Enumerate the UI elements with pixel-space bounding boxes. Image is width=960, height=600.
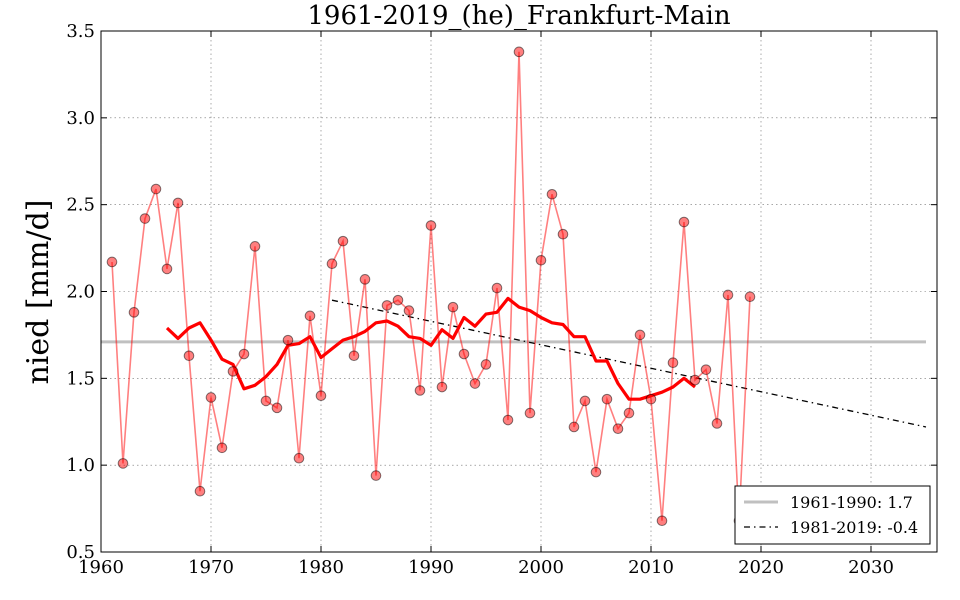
data-point bbox=[293, 452, 305, 464]
data-point bbox=[172, 197, 184, 209]
data-point bbox=[590, 466, 602, 478]
data-point bbox=[348, 350, 360, 362]
data-point bbox=[117, 458, 129, 469]
data-point bbox=[260, 395, 272, 407]
data-point bbox=[403, 305, 415, 316]
data-point bbox=[205, 392, 217, 403]
data-point bbox=[282, 334, 294, 346]
legend-label-trend: 1981-2019: -0.4 bbox=[790, 518, 918, 537]
data-point bbox=[480, 359, 492, 370]
y-tick-label: 3.0 bbox=[66, 108, 95, 129]
data-point bbox=[370, 470, 382, 481]
legend: 1961-1990: 1.7 1981-2019: -0.4 bbox=[734, 485, 931, 545]
data-point bbox=[645, 393, 657, 405]
x-tick-label: 1980 bbox=[298, 557, 344, 578]
data-point bbox=[359, 274, 371, 285]
running-mean-line bbox=[165, 296, 696, 401]
data-point bbox=[612, 423, 624, 434]
data-point bbox=[227, 366, 239, 377]
data-point bbox=[326, 258, 338, 270]
data-point bbox=[579, 395, 591, 407]
x-tick-label: 1990 bbox=[408, 557, 454, 578]
y-tick-label: 1.5 bbox=[66, 368, 95, 389]
x-tick-label: 2030 bbox=[848, 557, 894, 578]
x-tick-label: 2000 bbox=[518, 557, 564, 578]
data-point bbox=[535, 254, 547, 266]
data-point bbox=[711, 418, 723, 429]
data-point bbox=[458, 348, 470, 360]
data-point bbox=[414, 385, 426, 396]
data-point bbox=[557, 228, 569, 240]
y-tick-label: 2.5 bbox=[66, 195, 95, 216]
data-point bbox=[194, 485, 206, 497]
data-point bbox=[634, 329, 646, 341]
data-point bbox=[436, 381, 448, 393]
x-tick-label: 2020 bbox=[738, 557, 784, 578]
legend-label-reference: 1961-1990: 1.7 bbox=[790, 493, 913, 512]
data-point bbox=[623, 407, 635, 419]
data-point bbox=[161, 263, 173, 275]
data-point bbox=[447, 301, 459, 313]
y-tick-label: 0.5 bbox=[66, 542, 95, 563]
reference-lines bbox=[101, 299, 927, 428]
data-point bbox=[150, 183, 162, 195]
data-point bbox=[238, 348, 250, 360]
chart-title: 1961-2019_(he)_Frankfurt-Main bbox=[307, 1, 730, 31]
data-point bbox=[271, 402, 283, 414]
data-point bbox=[744, 291, 756, 303]
data-point bbox=[546, 188, 558, 200]
data-point bbox=[678, 216, 690, 228]
y-tick-label: 3.5 bbox=[66, 21, 95, 42]
data-point bbox=[656, 515, 668, 527]
data-point bbox=[601, 393, 613, 405]
y-axis-label: nied [mm/d] bbox=[21, 199, 56, 384]
data-point bbox=[502, 414, 514, 426]
trend-line bbox=[331, 299, 927, 428]
x-tick-label: 2010 bbox=[628, 557, 674, 578]
tick-layer: 1960 1970 1980 1990 2000 2010 2020 2030 0.5 1.0 1.… bbox=[66, 21, 937, 578]
data-point bbox=[139, 213, 151, 224]
x-tick-label: 1960 bbox=[78, 557, 124, 578]
data-point bbox=[568, 421, 580, 433]
grid-layer bbox=[101, 31, 937, 552]
plot-frame bbox=[100, 30, 938, 553]
y-tick-label: 1.0 bbox=[66, 455, 95, 476]
data-point bbox=[667, 357, 679, 369]
data-point bbox=[722, 289, 734, 301]
data-point bbox=[337, 235, 349, 247]
x-tick-label: 1970 bbox=[188, 557, 234, 578]
data-point bbox=[183, 350, 195, 362]
data-point bbox=[425, 220, 437, 231]
y-tick-label: 2.0 bbox=[66, 282, 95, 303]
legend-frame bbox=[734, 485, 931, 545]
data-point bbox=[249, 241, 261, 252]
data-point bbox=[106, 256, 118, 268]
data-point bbox=[513, 46, 525, 58]
data-point bbox=[524, 407, 536, 419]
data-point bbox=[381, 300, 393, 311]
series-layer bbox=[106, 46, 756, 527]
data-point bbox=[689, 374, 701, 386]
data-point bbox=[491, 282, 503, 294]
data-point bbox=[315, 390, 327, 402]
data-point bbox=[304, 310, 316, 322]
data-point bbox=[216, 442, 228, 454]
data-point bbox=[128, 307, 140, 318]
data-point bbox=[392, 294, 404, 306]
data-point bbox=[469, 378, 481, 389]
data-point bbox=[700, 364, 712, 375]
